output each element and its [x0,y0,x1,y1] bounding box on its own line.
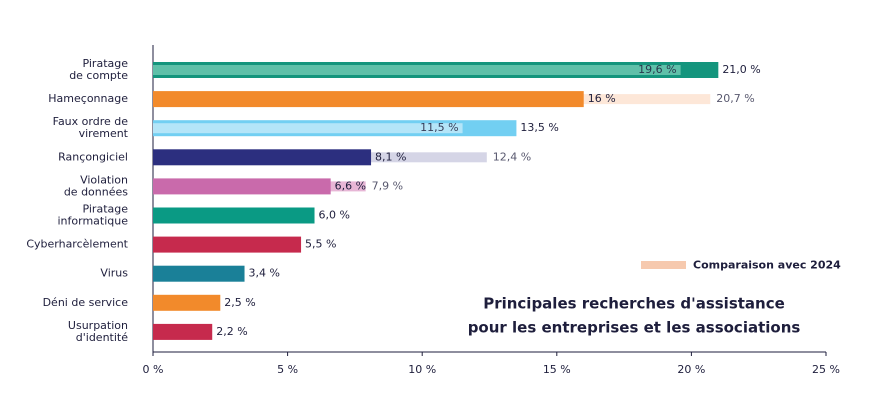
legend-swatch [641,261,686,269]
category-label: Rançongiciel [58,150,128,163]
value-label: 2,2 % [216,325,247,338]
category-label: virement [79,127,129,140]
bar [153,178,331,195]
bar [153,323,213,340]
bar [153,91,584,108]
category-label: de données [64,185,128,198]
category-label: informatique [57,215,128,228]
x-tick-label: 15 % [543,363,571,376]
comparison-bar [153,123,463,134]
chart-title: Principales recherches d'assistance [483,295,785,313]
x-tick-label: 25 % [812,363,840,376]
comparison-bar [153,65,681,75]
x-tick-label: 10 % [408,363,436,376]
x-tick-label: 0 % [143,363,164,376]
bar [153,294,221,311]
value-label: 3,4 % [249,267,280,280]
value-label: 6,6 % [335,179,366,192]
category-label: Faux ordre de [53,115,129,128]
category-label: Violation [80,173,128,186]
category-label: Hameçonnage [48,92,128,105]
value-label: 6,0 % [319,209,350,222]
value-label: 8,1 % [375,150,406,163]
category-label: de compte [69,69,128,82]
bar [153,149,372,166]
comparison-label: 7,9 % [372,179,403,192]
bar [153,265,245,282]
chart-title: pour les entreprises et les associations [468,319,801,337]
comparison-label: 19,6 % [638,63,676,76]
category-label: Piratage [82,203,128,216]
value-label: 13,5 % [520,121,558,134]
value-label: 21,0 % [722,63,760,76]
category-label: Déni de service [43,296,129,309]
category-label: Virus [100,267,128,280]
category-label: Cyberharcèlement [26,238,128,251]
bar [153,207,315,224]
bar [153,236,302,253]
category-label: Usurpation [68,319,128,332]
value-label: 16 % [588,92,616,105]
category-label: d'identité [76,331,128,344]
comparison-label: 12,4 % [493,150,531,163]
value-label: 2,5 % [224,296,255,309]
legend-label: Comparaison avec 2024 [693,259,841,272]
comparison-label: 11,5 % [420,121,458,134]
x-tick-label: 5 % [277,363,298,376]
x-tick-label: 20 % [677,363,705,376]
category-label: Piratage [82,57,128,70]
value-label: 5,5 % [305,238,336,251]
comparison-label: 20,7 % [716,92,754,105]
